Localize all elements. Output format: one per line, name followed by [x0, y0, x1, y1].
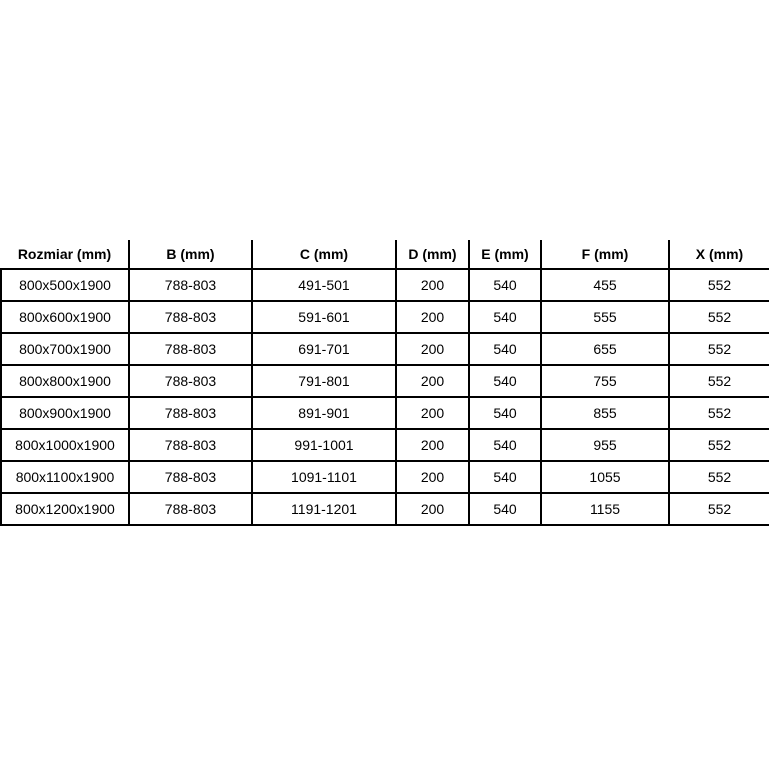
table-cell: 800x1100x1900 — [0, 460, 130, 494]
table-cell: 200 — [395, 364, 470, 398]
table-row: 800x900x1900 788-803 891-901 200 540 855 552 — [0, 396, 769, 430]
table-cell: 1091-1101 — [251, 460, 397, 494]
table-cell: 1055 — [540, 460, 670, 494]
table-cell: 788-803 — [128, 364, 253, 398]
table-row: 800x1100x1900 788-803 1091-1101 200 540 1055 5… — [0, 460, 769, 494]
column-header-f-mm: F (mm) — [540, 240, 670, 270]
table-cell: 855 — [540, 396, 670, 430]
table-cell: 655 — [540, 332, 670, 366]
table-cell: 955 — [540, 428, 670, 462]
table-cell: 800x600x1900 — [0, 300, 130, 334]
table-body: 800x500x1900 788-803 491-501 200 540 455 552 80… — [0, 268, 769, 526]
table-cell: 552 — [668, 268, 769, 302]
table-cell: 540 — [468, 268, 542, 302]
table-cell: 691-701 — [251, 332, 397, 366]
table-row: 800x1200x1900 788-803 1191-1201 200 540 1155 5… — [0, 492, 769, 526]
table-cell: 200 — [395, 300, 470, 334]
table-cell: 788-803 — [128, 332, 253, 366]
table-cell: 591-601 — [251, 300, 397, 334]
table-cell: 791-801 — [251, 364, 397, 398]
table-cell: 788-803 — [128, 300, 253, 334]
table-cell: 200 — [395, 396, 470, 430]
table-header-row: Rozmiar (mm) B (mm) C (mm) D (mm) E (mm) F (m… — [1, 240, 769, 270]
table-cell: 455 — [540, 268, 670, 302]
table-cell: 991-1001 — [251, 428, 397, 462]
table-row: 800x800x1900 788-803 791-801 200 540 755 552 — [0, 364, 769, 398]
table-cell: 552 — [668, 364, 769, 398]
table-cell: 555 — [540, 300, 670, 334]
table-cell: 540 — [468, 364, 542, 398]
table-cell: 800x1000x1900 — [0, 428, 130, 462]
column-header-x-mm: X (mm) — [668, 240, 769, 270]
table-row: 800x700x1900 788-803 691-701 200 540 655 552 — [0, 332, 769, 366]
table-cell: 788-803 — [128, 428, 253, 462]
table-cell: 552 — [668, 492, 769, 526]
table-cell: 788-803 — [128, 492, 253, 526]
table-cell: 755 — [540, 364, 670, 398]
column-header-b-mm: B (mm) — [128, 240, 253, 270]
table-cell: 200 — [395, 492, 470, 526]
table-head: Rozmiar (mm) B (mm) C (mm) D (mm) E (mm) F (m… — [1, 240, 769, 270]
table-cell: 552 — [668, 300, 769, 334]
table-cell: 200 — [395, 332, 470, 366]
table-cell: 1155 — [540, 492, 670, 526]
table-cell: 800x1200x1900 — [0, 492, 130, 526]
table-cell: 788-803 — [128, 396, 253, 430]
table-cell: 800x500x1900 — [0, 268, 130, 302]
table-cell: 552 — [668, 460, 769, 494]
table-cell: 200 — [395, 268, 470, 302]
table-cell: 788-803 — [128, 268, 253, 302]
table-cell: 491-501 — [251, 268, 397, 302]
table-cell: 200 — [395, 460, 470, 494]
table-row: 800x1000x1900 788-803 991-1001 200 540 955 552 — [0, 428, 769, 462]
column-header-e-mm: E (mm) — [468, 240, 542, 270]
table-cell: 891-901 — [251, 396, 397, 430]
table-cell: 800x800x1900 — [0, 364, 130, 398]
table-cell: 552 — [668, 396, 769, 430]
table-cell: 788-803 — [128, 460, 253, 494]
table-cell: 200 — [395, 428, 470, 462]
column-header-rozmiar-mm: Rozmiar (mm) — [1, 240, 130, 270]
table-cell: 540 — [468, 396, 542, 430]
table-cell: 540 — [468, 428, 542, 462]
column-header-d-mm: D (mm) — [395, 240, 470, 270]
table-cell: 540 — [468, 332, 542, 366]
table-cell: 1191-1201 — [251, 492, 397, 526]
table-cell: 552 — [668, 428, 769, 462]
table-cell: 800x900x1900 — [0, 396, 130, 430]
table-row: 800x500x1900 788-803 491-501 200 540 455 552 — [0, 268, 769, 302]
table-cell: 540 — [468, 492, 542, 526]
table-cell: 552 — [668, 332, 769, 366]
column-header-c-mm: C (mm) — [251, 240, 397, 270]
table-cell: 540 — [468, 460, 542, 494]
table-cell: 540 — [468, 300, 542, 334]
table-row: 800x600x1900 788-803 591-601 200 540 555 552 — [0, 300, 769, 334]
table-cell: 800x700x1900 — [0, 332, 130, 366]
dimensions-table: Rozmiar (mm) B (mm) C (mm) D (mm) E (mm) F (m… — [0, 240, 769, 526]
